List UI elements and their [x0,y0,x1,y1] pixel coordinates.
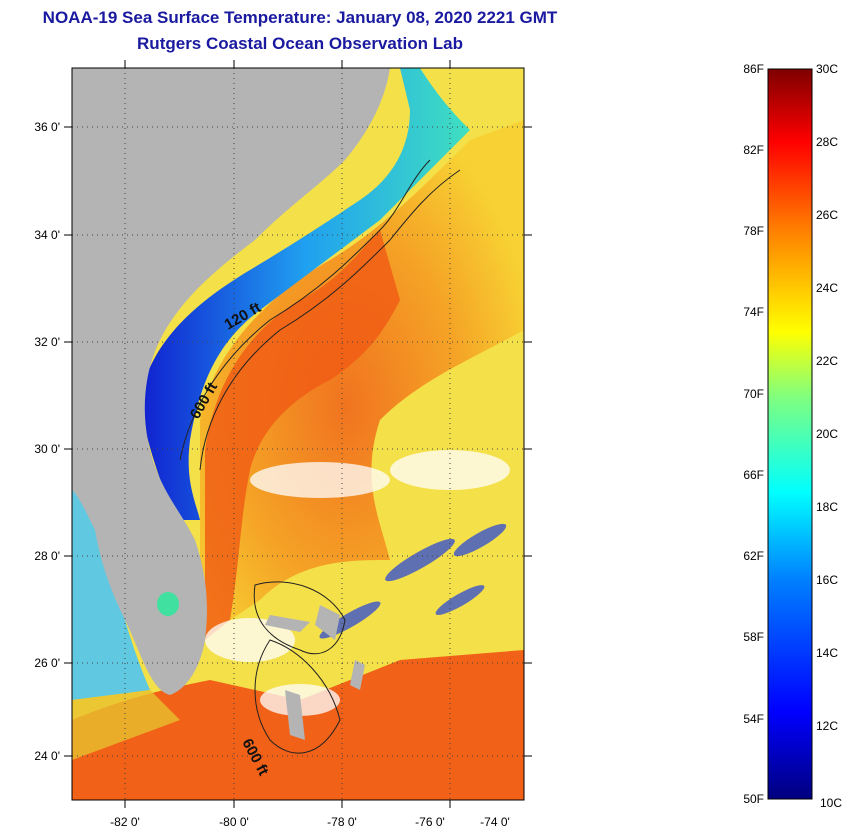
warm-water-region [200,120,524,640]
colorbar-f-label: 70F [743,387,764,401]
tick-marks [64,60,532,808]
lat-label: 26 0' [34,656,60,670]
colorbar-c-label: 20C [816,427,838,441]
gulf-warm-water [72,690,180,760]
lat-label: 30 0' [34,442,60,456]
lat-label: 36 0' [34,120,60,134]
colorbar-c-label: 10C [820,796,842,810]
map-frame [71,67,525,801]
colorbar-f-label: 66F [743,468,764,482]
west-florida-shelf [72,480,150,700]
fahrenheit-scale: 86F 82F 78F 74F 70F 66F 62F 58F 54F 50F [743,62,764,806]
colorbar-c-label: 12C [816,719,838,733]
colorbar-c-label: 18C [816,500,838,514]
sst-map: 36 0' 34 0' 32 0' 30 0' 28 0' 26 0' 24 0… [34,60,532,829]
colorbar-f-label: 58F [743,630,764,644]
colorbar-f-label: 78F [743,224,764,238]
colorbar-gradient [767,68,813,800]
colorbar-f-label: 86F [743,62,764,76]
lon-label: -78 0' [327,815,357,829]
colorbar-f-label: 62F [743,549,764,563]
celsius-scale: 30C 28C 26C 24C 22C 20C 18C 16C 14C 12C … [816,62,842,810]
gulf-stream-core [205,230,400,640]
lon-label: -80 0' [219,815,249,829]
lat-label: 24 0' [34,749,60,763]
colorbar-f-label: 74F [743,305,764,319]
colorbar-c-label: 16C [816,573,838,587]
map-title: NOAA-19 Sea Surface Temperature: January… [42,8,558,27]
temperature-colorbar: 86F 82F 78F 74F 70F 66F 62F 58F 54F 50F … [743,62,842,810]
lat-label: 34 0' [34,228,60,242]
colorbar-f-label: 54F [743,712,764,726]
colorbar-c-label: 30C [816,62,838,76]
lake-okeechobee [157,592,179,616]
lat-label: 32 0' [34,335,60,349]
cold-shelf-water [140,68,470,520]
lon-label: -74 0' [480,815,510,829]
map-subtitle: Rutgers Coastal Ocean Observation Lab [137,34,463,53]
graticule [72,68,524,800]
colorbar-c-label: 24C [816,281,838,295]
colorbar-c-label: 14C [816,646,838,660]
colorbar-f-label: 82F [743,143,764,157]
colorbar-c-label: 28C [816,135,838,149]
lon-label: -82 0' [110,815,140,829]
lon-label: -76 0' [415,815,445,829]
lat-label: 28 0' [34,549,60,563]
colorbar-c-label: 26C [816,208,838,222]
bahamas-islands [265,605,365,740]
cold-streaks [319,523,507,639]
contour-120ft [179,159,431,461]
contour-600ft [199,169,461,471]
bahamas-bank-contour [253,581,346,754]
land-mass [72,68,390,695]
cloud-patches [205,450,510,716]
colorbar-f-label: 50F [743,792,764,806]
colorbar-c-label: 22C [816,354,838,368]
